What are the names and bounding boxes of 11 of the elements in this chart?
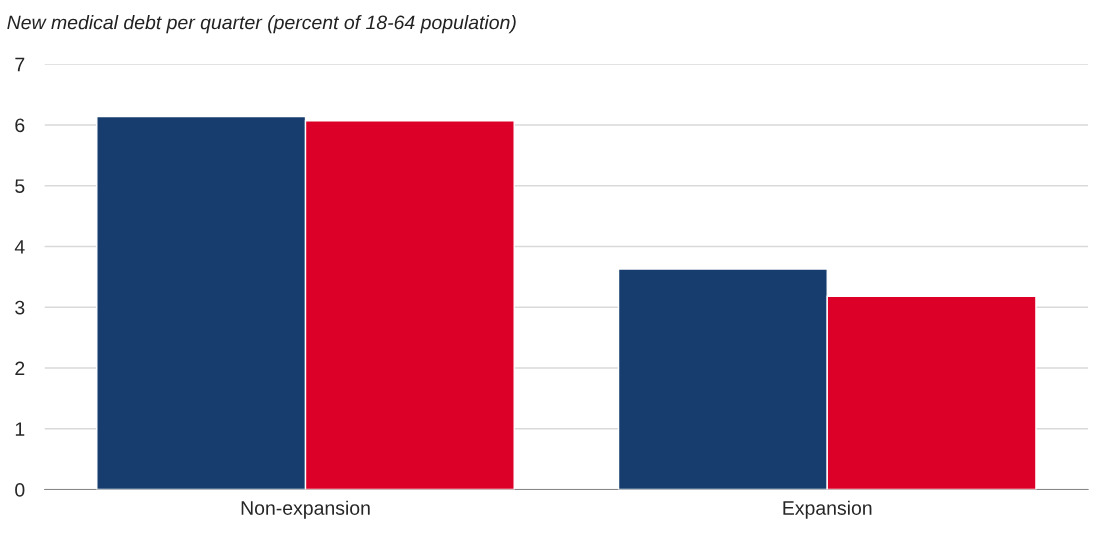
y-tick-label: 7 [15,57,25,72]
y-tick-label: 5 [15,179,25,193]
y-tick-label: 6 [15,118,25,133]
x-tick-label: Expansion [783,500,872,519]
y-tick-label: 4 [14,240,25,254]
x-tick-label: Non-expansion [241,500,370,519]
y-tick-label: 3 [15,300,25,315]
y-tick-label: 0 [15,482,25,497]
chart-title: New medical debt per quarter (percent of 18-64 population) [7,15,516,34]
y-tick-label: 2 [15,361,25,376]
y-tick-label: 1 [15,422,25,436]
